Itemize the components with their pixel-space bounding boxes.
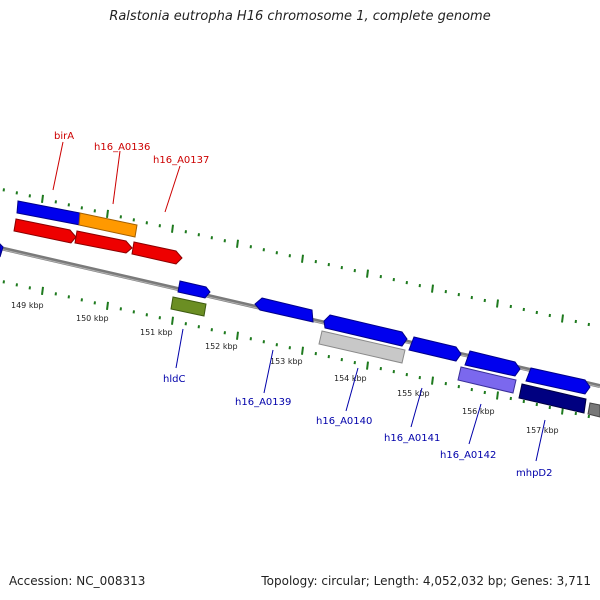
kbp-label: 149 kbp (11, 301, 44, 310)
major-tick (106, 301, 109, 310)
major-tick (236, 331, 239, 340)
upper-tick-track (2, 188, 590, 327)
gene-label-mhpD2: mhpD2 (516, 468, 553, 479)
gene-feature-red-1[interactable] (13, 218, 77, 244)
gene-feature-h16_A0142[interactable] (457, 366, 517, 394)
major-tick (41, 286, 44, 296)
kbp-label: 150 kbp (76, 314, 109, 323)
major-tick (301, 346, 304, 355)
gene-label-h16_A0136: h16_A0136 (94, 142, 150, 153)
gene-label-hldC: hldC (163, 374, 185, 385)
kbp-label: 153 kbp (270, 357, 303, 366)
gene-feature-h16_A0141[interactable] (408, 336, 462, 362)
gene-feature-grey-end[interactable] (587, 402, 600, 418)
upper-gene-labels: birA h16_A0136 h16_A0137 (52, 131, 209, 213)
gene-feature-red-2[interactable] (74, 230, 133, 254)
major-tick (366, 269, 369, 278)
gene-feature-h16_A0140-arrow[interactable] (323, 314, 408, 347)
gene-feature-blue-end[interactable] (525, 367, 591, 395)
gene-label-h16_A0137: h16_A0137 (153, 155, 209, 166)
accession-text: Accession: NC_008313 (9, 574, 146, 588)
major-tick (561, 314, 564, 323)
gene-label-h16_A0139: h16_A0139 (235, 397, 291, 408)
topology-summary: Topology: circular; Length: 4,052,032 bp… (261, 574, 591, 588)
major-tick (171, 224, 174, 233)
gene-feature-edge-blue[interactable] (0, 243, 4, 258)
gene-label-h16_A0142: h16_A0142 (440, 450, 496, 461)
major-tick (171, 316, 174, 325)
gene-feature-mhpD2[interactable] (518, 383, 587, 414)
gene-feature-h16_A0142-arrow[interactable] (464, 350, 521, 377)
gene-feature-h16_A0137[interactable] (131, 241, 183, 265)
gene-feature-hldC[interactable] (170, 296, 207, 317)
lower-gene-features (170, 280, 600, 418)
major-tick (301, 254, 304, 263)
major-tick (106, 209, 109, 218)
major-tick (431, 284, 434, 293)
lower-tick-track (2, 280, 590, 419)
gene-label-h16_A0140: h16_A0140 (316, 416, 372, 427)
gene-label-birA: birA (54, 131, 74, 142)
major-tick (496, 391, 499, 400)
kbp-label: 151 kbp (140, 328, 173, 337)
major-tick (431, 376, 434, 385)
map-title: Ralstonia eutropha H16 chromosome 1, com… (109, 9, 491, 24)
upper-gene-features (0, 200, 183, 265)
gene-feature-h16_A0139[interactable] (254, 297, 314, 323)
kbp-label: 152 kbp (205, 342, 238, 351)
gene-feature-hldC-arrow[interactable] (177, 280, 211, 299)
gene-feature-h16_A0140[interactable] (318, 330, 406, 364)
kbp-label: 154 kbp (334, 374, 367, 383)
kbp-label: 155 kbp (397, 389, 430, 398)
lower-gene-labels: hldC h16_A0139 h16_A0140 h16_A0141 h16_A… (163, 328, 553, 479)
major-tick (41, 194, 44, 204)
gene-label-h16_A0141: h16_A0141 (384, 433, 440, 444)
gene-feature-h16_A0136[interactable] (78, 212, 138, 238)
major-tick (236, 239, 239, 248)
major-tick (496, 299, 499, 308)
major-tick (366, 361, 369, 370)
